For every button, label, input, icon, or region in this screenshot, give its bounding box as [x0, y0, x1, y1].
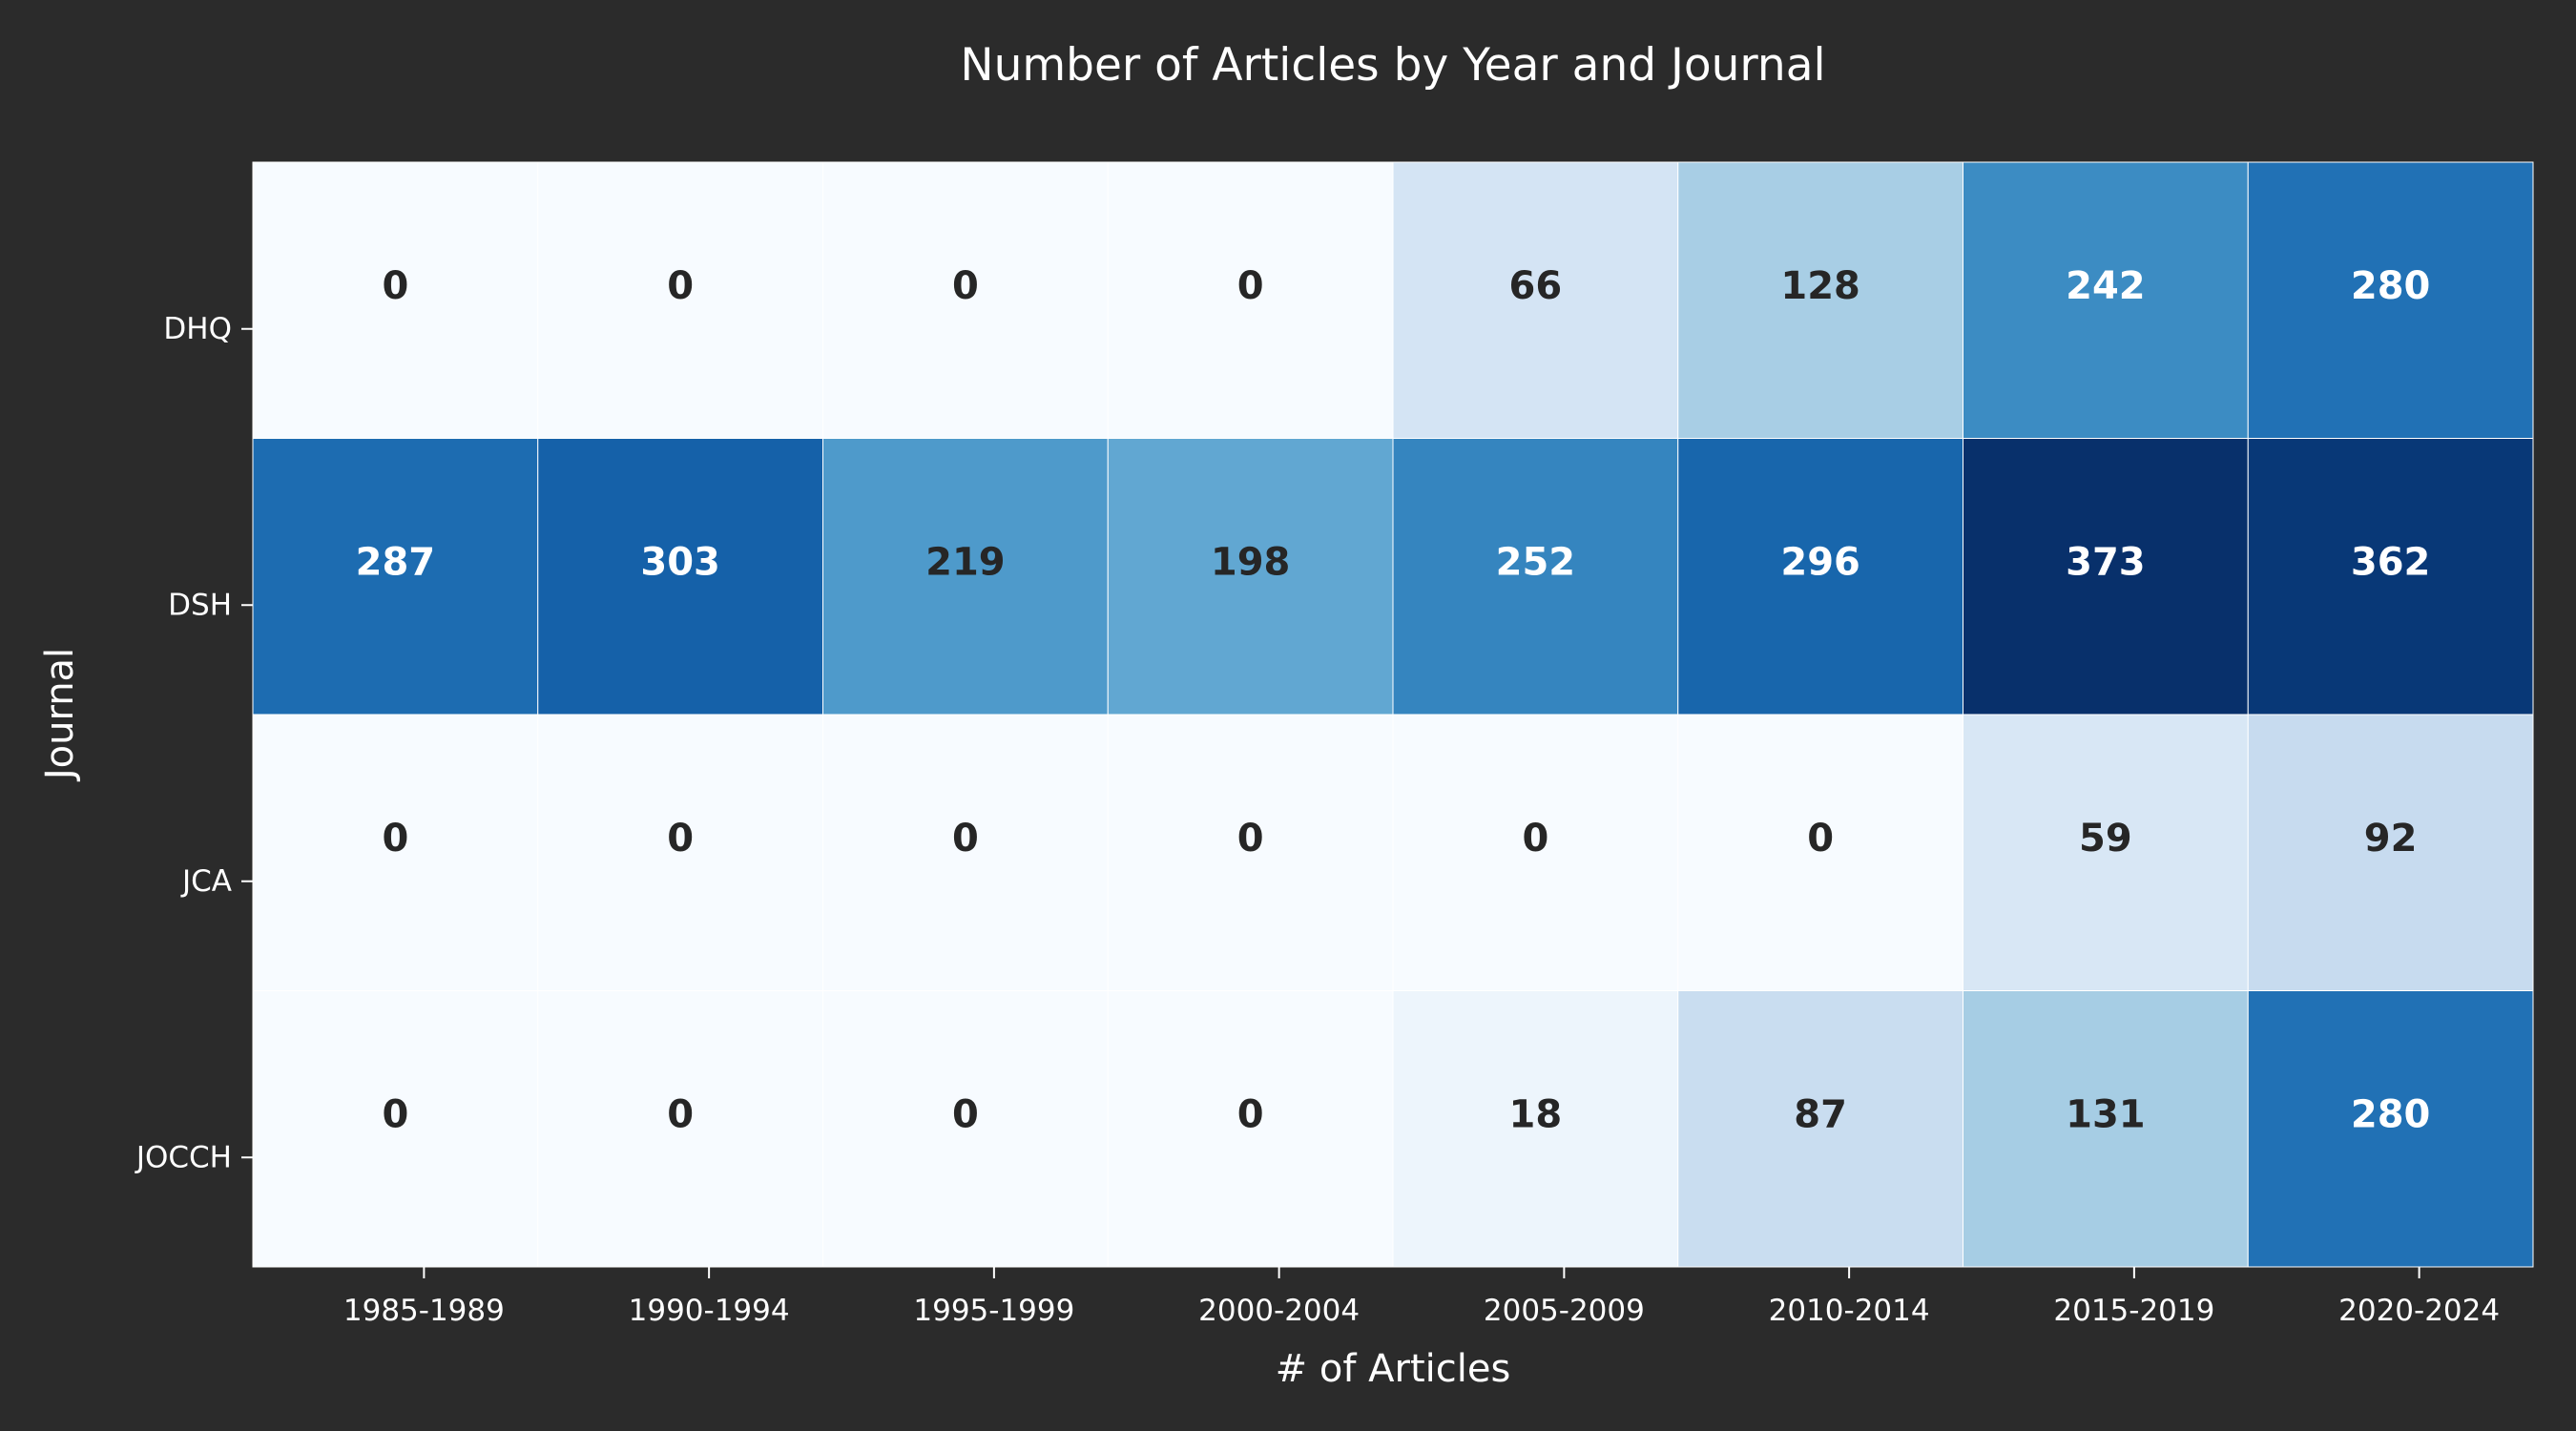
cell-value-label: 66 — [1509, 264, 1563, 308]
x-tick-label: 2005-2009 — [1484, 1294, 1645, 1328]
heatmap-cell — [252, 714, 539, 991]
y-tick-label: DSH — [168, 588, 232, 622]
heatmap-cell — [1963, 990, 2249, 1268]
heatmap-cell — [537, 161, 823, 439]
heatmap-cell — [2247, 438, 2534, 716]
cell-value-label: 0 — [952, 1092, 979, 1136]
cell-value-label: 373 — [2066, 540, 2146, 584]
heatmap-cell — [1392, 714, 1679, 991]
cell-value-label: 87 — [1794, 1092, 1847, 1136]
cell-value-label: 18 — [1509, 1092, 1563, 1136]
cell-value-label: 242 — [2066, 264, 2146, 308]
cell-value-label: 59 — [2079, 817, 2132, 861]
chart-title: Number of Articles by Year and Journal — [960, 39, 1825, 92]
x-tick-label: 2000-2004 — [1198, 1294, 1360, 1328]
cell-value-label: 0 — [382, 817, 408, 861]
heatmap-cell — [822, 161, 1109, 439]
heatmap-cell — [252, 161, 539, 439]
x-axis-ticks: 1985-1989 1990-1994 1995-1999 2000-2004 2005… — [343, 1267, 2500, 1328]
y-axis-ticks: DHQ DSH JCA JOCCH — [135, 312, 253, 1174]
cell-value-label: 0 — [1807, 817, 1834, 861]
heatmap-cell — [2247, 161, 2534, 439]
x-tick-label: 2020-2024 — [2338, 1294, 2500, 1328]
heatmap-cell — [1107, 714, 1394, 991]
cell-value-label: 303 — [640, 540, 720, 584]
y-axis-label: Journal — [38, 648, 82, 782]
heatmap-cell — [1392, 438, 1679, 716]
heatmap-cell — [1107, 161, 1394, 439]
cell-value-label: 252 — [1496, 540, 1576, 584]
heatmap-cell — [1963, 714, 2249, 991]
heatmap-cell — [2247, 714, 2534, 991]
y-tick-label: JOCCH — [135, 1140, 232, 1174]
cell-value-label: 219 — [925, 540, 1006, 584]
heatmap-cells: 0 0 0 0 66 128 242 280 287 303 219 198 252 296 373 362 0… — [252, 161, 2534, 1268]
x-tick-label: 1995-1999 — [913, 1294, 1074, 1328]
heatmap-cell — [537, 990, 823, 1268]
cell-value-label: 198 — [1211, 540, 1291, 584]
x-tick-label: 2015-2019 — [2053, 1294, 2214, 1328]
cell-value-label: 0 — [952, 264, 979, 308]
heatmap-cell — [1107, 990, 1394, 1268]
heatmap-cell — [252, 990, 539, 1268]
cell-value-label: 0 — [667, 817, 694, 861]
heatmap-cell — [1963, 161, 2249, 439]
cell-value-label: 287 — [356, 540, 436, 584]
heatmap-cell — [1392, 990, 1679, 1268]
x-axis-label: # of Articles — [1276, 1347, 1511, 1391]
heatmap-cell — [1392, 161, 1679, 439]
cell-value-label: 280 — [2351, 264, 2431, 308]
cell-value-label: 0 — [382, 264, 408, 308]
x-tick-label: 1985-1989 — [343, 1294, 505, 1328]
cell-value-label: 0 — [1237, 817, 1264, 861]
cell-value-label: 280 — [2351, 1092, 2431, 1136]
heatmap-cell — [1677, 990, 1963, 1268]
y-tick-label: JCA — [180, 864, 232, 899]
cell-value-label: 0 — [382, 1092, 408, 1136]
cell-value-label: 0 — [1237, 264, 1264, 308]
cell-value-label: 128 — [1780, 264, 1860, 308]
cell-value-label: 92 — [2364, 817, 2418, 861]
cell-value-label: 296 — [1780, 540, 1860, 584]
cell-value-label: 0 — [1522, 817, 1548, 861]
heatmap-cell — [822, 714, 1109, 991]
heatmap-cell — [822, 990, 1109, 1268]
heatmap-cell — [537, 714, 823, 991]
x-tick-label: 1990-1994 — [629, 1294, 790, 1328]
cell-value-label: 0 — [667, 1092, 694, 1136]
cell-value-label: 362 — [2351, 540, 2431, 584]
heatmap-cell — [1963, 438, 2249, 716]
heatmap-cell — [1677, 161, 1963, 439]
heatmap-cell — [1107, 438, 1394, 716]
x-tick-label: 2010-2014 — [1769, 1294, 1930, 1328]
cell-value-label: 0 — [1237, 1092, 1264, 1136]
cell-value-label: 0 — [667, 264, 694, 308]
cell-value-label: 131 — [2066, 1092, 2146, 1136]
heatmap-cell — [537, 438, 823, 716]
heatmap-cell — [1677, 714, 1963, 991]
y-tick-label: DHQ — [163, 312, 232, 346]
heatmap-cell — [1677, 438, 1963, 716]
cell-value-label: 0 — [952, 817, 979, 861]
heatmap-cell — [2247, 990, 2534, 1268]
